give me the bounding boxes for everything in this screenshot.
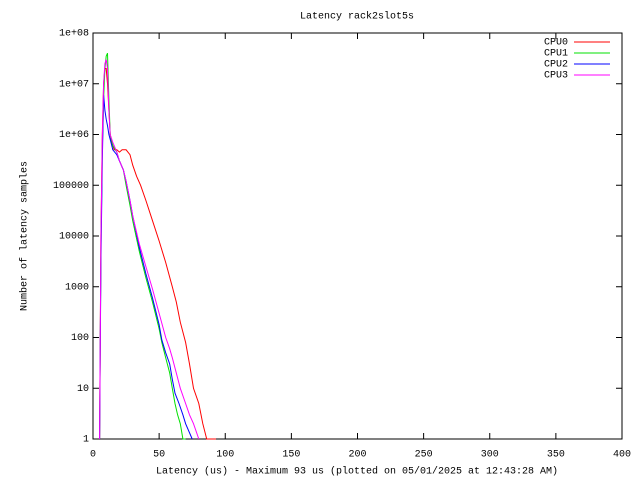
y-tick-label: 1 — [83, 435, 89, 446]
y-tick-label: 1e+07 — [59, 79, 89, 90]
y-tick-label: 1e+06 — [59, 130, 89, 141]
y-tick-label: 1000 — [65, 282, 89, 293]
series-line — [99, 68, 216, 440]
y-tick-label: 10 — [77, 384, 89, 395]
legend-label: CPU2 — [544, 60, 568, 71]
x-tick-label: 350 — [547, 450, 565, 461]
legend-label: CPU0 — [544, 38, 568, 49]
x-tick-label: 400 — [613, 450, 631, 461]
x-tick-label: 200 — [348, 450, 366, 461]
series-line — [99, 59, 200, 440]
x-tick-label: 300 — [481, 450, 499, 461]
chart-title: Latency rack2slot5s — [300, 11, 414, 23]
x-tick-label: 0 — [90, 450, 96, 461]
x-tick-label: 150 — [282, 450, 300, 461]
y-tick-label: 1e+08 — [59, 29, 89, 40]
x-axis-label: Latency (us) - Maximum 93 us (plotted on… — [156, 466, 558, 478]
x-tick-label: 100 — [216, 450, 234, 461]
legend-label: CPU1 — [544, 49, 568, 60]
y-axis-label: Number of latency samples — [19, 161, 31, 311]
y-tick-label: 100000 — [53, 181, 89, 192]
y-tick-label: 100 — [71, 333, 89, 344]
x-tick-label: 250 — [415, 450, 433, 461]
x-tick-label: 50 — [153, 450, 165, 461]
legend-label: CPU3 — [544, 71, 568, 82]
y-tick-label: 10000 — [59, 232, 89, 243]
